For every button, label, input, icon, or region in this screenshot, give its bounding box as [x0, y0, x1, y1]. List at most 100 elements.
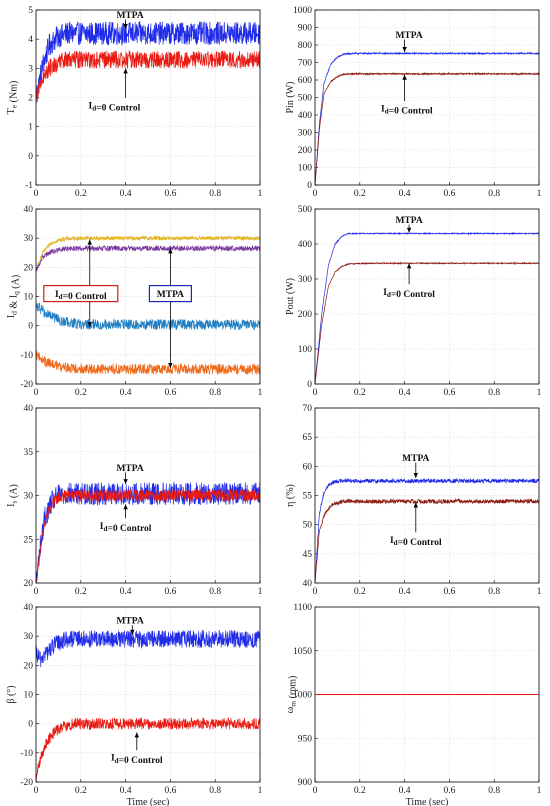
- y-tick-label: 100: [298, 345, 313, 355]
- x-tick-label: 0.2: [75, 189, 87, 199]
- x-tick-label: 0.2: [75, 388, 87, 398]
- axes-frame: [314, 407, 540, 584]
- y-axis-label: Id & Iq (A): [6, 275, 22, 318]
- x-tick-label: 0.6: [443, 786, 455, 796]
- annotation-arrow-head: [413, 473, 418, 478]
- annotation-arrow-head: [87, 322, 92, 328]
- x-tick-label: 0: [313, 189, 318, 199]
- x-tick-label: 0.4: [399, 189, 411, 199]
- chart-pout: 0 0.2 0.4 0.6 0.8 1 0 100 200 300 400 500 Pout (W) MT…: [285, 205, 542, 398]
- x-tick-label: 0.2: [354, 587, 366, 597]
- y-tick-label: 30: [24, 234, 34, 244]
- y-tick-label: 600: [298, 76, 313, 86]
- x-tick-label: 0: [34, 189, 39, 199]
- y-tick-label: 35: [24, 448, 34, 458]
- y-tick-label: 200: [298, 310, 313, 320]
- y-axis-label: β (°): [6, 685, 17, 703]
- annotation-arrow-head: [402, 74, 407, 80]
- chart-pin: 0 0.2 0.4 0.6 0.8 1 0 100 200 300 400 500 600 700 800 9…: [285, 6, 542, 199]
- annotation-arrow-head: [168, 248, 173, 254]
- axes-frame: [314, 606, 540, 783]
- x-tick-label: 0.4: [399, 388, 411, 398]
- series-line-1: [315, 477, 539, 582]
- x-tick-label: 0.6: [164, 189, 176, 199]
- y-tick-label: 30: [24, 492, 34, 502]
- series-line-1: [315, 51, 539, 185]
- y-tick-label: 10: [24, 691, 34, 701]
- y-axis-label: Pin (W): [285, 82, 296, 114]
- y-tick-label: 100: [298, 164, 313, 174]
- y-tick-label: 0: [28, 322, 33, 332]
- x-tick-label: 0.8: [488, 189, 500, 199]
- series-line-2: [36, 488, 260, 583]
- y-tick-label: 400: [298, 111, 313, 121]
- y-tick-label: 3: [28, 64, 33, 74]
- chart-beta: 0 0.2 0.4 0.6 0.8 1 -20 -10 0 10 20 30 40 β (°) Time (…: [6, 603, 263, 806]
- axes-frame: [314, 208, 540, 385]
- annotation-label: MTPA: [116, 11, 143, 21]
- annotation-arrow-head: [134, 732, 139, 738]
- x-tick-label: 0: [313, 587, 318, 597]
- series-line-2: [315, 71, 539, 185]
- x-tick-label: 1: [537, 388, 542, 398]
- axes-frame: [35, 208, 261, 385]
- y-tick-label: 300: [298, 129, 313, 139]
- annotation-label: Id=0 Control: [100, 522, 152, 534]
- y-tick-label: 0: [28, 152, 33, 162]
- x-tick-label: 0.8: [488, 587, 500, 597]
- x-tick-label: 0.2: [75, 786, 87, 796]
- x-tick-label: 0.8: [209, 587, 221, 597]
- x-tick-label: 1: [537, 587, 542, 597]
- annotation-arrow-head: [130, 629, 135, 635]
- x-tick-label: 0.6: [443, 189, 455, 199]
- x-tick-label: 0: [313, 388, 318, 398]
- x-tick-label: 0.4: [120, 587, 132, 597]
- annotation-arrow-head: [406, 227, 412, 233]
- y-tick-label: 60: [303, 462, 313, 472]
- y-tick-label: 20: [24, 661, 34, 671]
- y-tick-label: 5: [28, 6, 33, 16]
- y-tick-label: 500: [298, 94, 313, 104]
- y-tick-label: 40: [24, 603, 34, 613]
- x-tick-label: 0.6: [443, 388, 455, 398]
- x-tick-label: 1: [258, 189, 263, 199]
- chart-eta: 0 0.2 0.4 0.6 0.8 1 40 45 50 55 60 65 70 η (%) MTPA Id=…: [285, 404, 542, 597]
- x-tick-label: 0: [313, 786, 318, 796]
- series-line-1: [315, 231, 539, 384]
- series-line-1: [36, 21, 260, 104]
- y-axis-label: Pout (W): [285, 278, 296, 315]
- y-tick-label: 25: [24, 535, 34, 545]
- chart-wm: 0 0.2 0.4 0.6 0.8 1 900 950 1000 1050 1100 ωm (rpm)…: [285, 603, 542, 806]
- y-axis-label: Te (Nm): [6, 81, 19, 115]
- x-tick-label: 0: [34, 388, 39, 398]
- series-line-2: [36, 716, 260, 780]
- y-tick-label: 20: [24, 579, 34, 589]
- x-tick-label: 0.6: [164, 388, 176, 398]
- y-tick-label: -20: [20, 380, 33, 390]
- annotation-label: MTPA: [402, 454, 429, 464]
- y-tick-label: 900: [298, 24, 313, 34]
- annotation-box: [43, 284, 119, 303]
- y-tick-label: 0: [307, 181, 312, 191]
- series-line-1: [36, 629, 260, 668]
- y-tick-label: 700: [298, 59, 313, 69]
- x-tick-label: 0.2: [75, 587, 87, 597]
- x-tick-label: 1: [258, 587, 263, 597]
- annotation-label: Id=0 Control: [111, 754, 163, 766]
- x-tick-label: 1: [537, 786, 542, 796]
- y-tick-label: 4: [28, 35, 33, 45]
- y-tick-label: -20: [20, 778, 33, 788]
- y-tick-label: 1000: [293, 6, 312, 16]
- x-tick-label: 1: [258, 786, 263, 796]
- annotation-arrow-head: [123, 504, 128, 510]
- axes-frame: [35, 407, 261, 584]
- x-tick-label: 0.6: [443, 587, 455, 597]
- y-tick-label: 40: [24, 205, 34, 215]
- y-tick-label: 0: [28, 720, 33, 730]
- x-tick-label: 0.6: [164, 786, 176, 796]
- x-tick-label: 0.8: [209, 189, 221, 199]
- annotation-arrow-head: [413, 502, 418, 508]
- x-tick-label: 0.8: [209, 388, 221, 398]
- annotation-arrow-head: [123, 23, 128, 29]
- x-tick-label: 0.4: [399, 786, 411, 796]
